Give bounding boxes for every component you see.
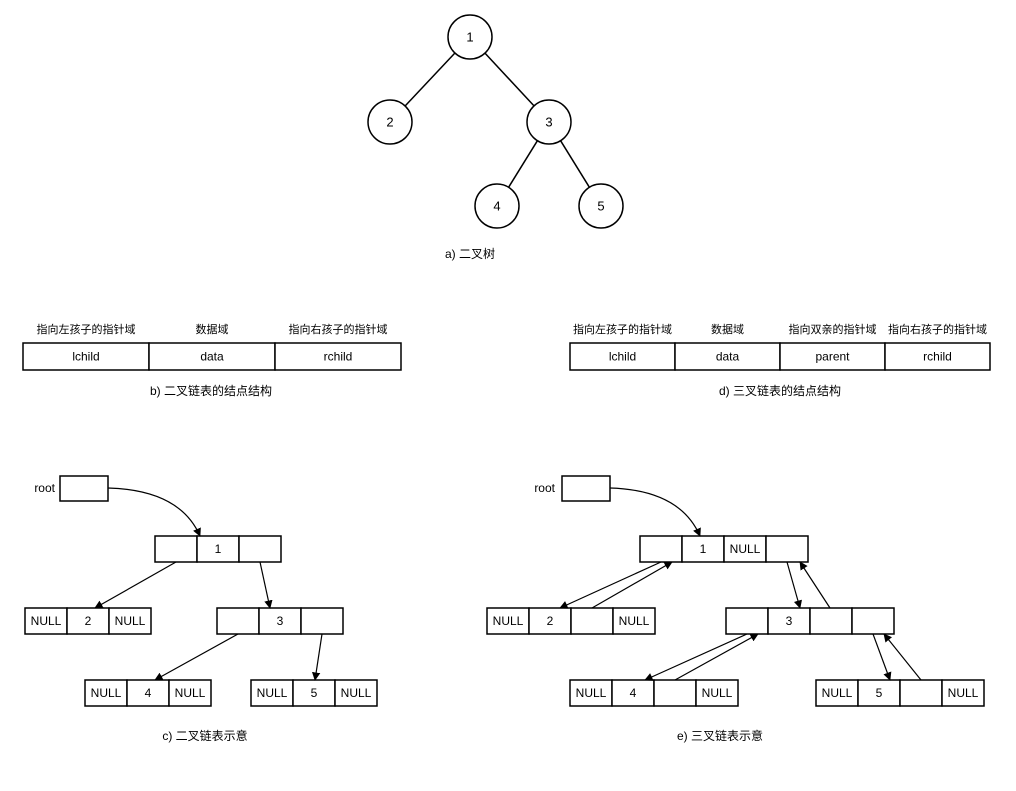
tree-edge [405,53,455,106]
panel_e-pointer-arrow [560,562,661,608]
panel_e-node-cell-label: NULL [730,542,761,556]
panel_e-pointer-arrow [787,562,800,608]
panel_c-node-cell [155,536,197,562]
panel_e-pointer-arrow [592,562,672,608]
panel_e-node-cell [571,608,613,634]
panel_d-cell-label: lchild [609,350,636,364]
panel_c-pointer-arrow [260,562,270,608]
panel_c-root-box [60,476,108,501]
panel_e-node-cell-label: NULL [493,614,524,628]
caption-panel_b: b) 二叉链表的结点结构 [150,383,272,398]
panel_e-pointer-arrow [884,634,921,680]
panel_c-node-cell-label: NULL [257,686,288,700]
panel_e-node-cell [810,608,852,634]
panel_b-cell-label: lchild [72,350,99,364]
panel_d-cell-label: rchild [923,350,952,364]
panel_e-node-cell [640,536,682,562]
caption-a: a) 二叉树 [445,246,495,261]
panel_c-node-cell-label: NULL [115,614,146,628]
panel_d-header: 数据域 [711,322,744,336]
panel_e-pointer-arrow [675,634,758,680]
tree-diagram: 1 2 3 4 5 a) 二叉树 [368,15,623,261]
panel_e-node-cell [900,680,942,706]
panel_e-node-cell-label: NULL [822,686,853,700]
tree-node-label: 3 [545,115,552,130]
tree-edge [509,141,538,188]
panel_e-pointer-arrow [645,634,747,680]
panel_d-cell-label: data [716,350,740,364]
panel_e-root-label: root [534,481,555,495]
panel_e-pointer-arrow [800,562,830,608]
panel_b-cell-label: rchild [324,350,353,364]
panel_e-pointer-arrow [873,634,890,680]
panel_b-header: 数据域 [196,322,229,336]
panel_e-node-cell-label: NULL [576,686,607,700]
panel_c-node-cell-label: 3 [277,614,284,628]
panel_e-node-cell [726,608,768,634]
panel_c-node-cell-label: 5 [311,686,318,700]
tree-node-label: 2 [386,115,393,130]
panel_c-node-cell [217,608,259,634]
panel_b-cell-label: data [200,350,224,364]
panel_c-node-cell-label: 4 [145,686,152,700]
panel_c-root-label: root [34,481,55,495]
panel_c-node-cell-label: NULL [31,614,62,628]
caption-panel_e: e) 三叉链表示意 [677,728,763,743]
panel_c-node-cell-label: 2 [85,614,92,628]
panel_e-schematic: root 1 NULL NULL 2 NULL 3 NULL 4 NULL NULL 5 NULL e) … [487,476,984,743]
tree-node-label: 4 [493,199,500,214]
tree-edge [485,53,534,106]
panel_e-node-cell-label: NULL [702,686,733,700]
panel_e-node-cell [852,608,894,634]
panel_d-header: 指向左孩子的指针域 [573,322,672,336]
panel_e-node-cell [654,680,696,706]
panel_d-header: 指向右孩子的指针域 [888,322,987,336]
panel_e-node-cell-label: 3 [786,614,793,628]
panel_e-node-cell [766,536,808,562]
panel_c-pointer-arrow [108,488,200,536]
panel_b-table: 指向左孩子的指针域 lchild 数据域 data 指向右孩子的指针域 rchild b) … [23,322,401,398]
panel_c-pointer-arrow [315,634,322,680]
panel_e-node-cell-label: 2 [547,614,554,628]
tree-node-label: 5 [597,199,604,214]
caption-panel_d: d) 三叉链表的结点结构 [719,383,841,398]
panel_c-schematic: root 1 NULL 2 NULL 3 NULL 4 NULL NULL 5 NULL c) 二叉链表… [25,476,377,743]
panel_e-pointer-arrow [610,488,700,536]
panel_d-cell-label: parent [815,350,850,364]
panel_c-node-cell-label: 1 [215,542,222,556]
panel_c-node-cell [301,608,343,634]
panel_d-header: 指向双亲的指针域 [789,322,877,336]
panel_e-node-cell-label: 1 [700,542,707,556]
panel_e-node-cell-label: NULL [948,686,979,700]
panel_c-node-cell-label: NULL [175,686,206,700]
tree-edge [561,141,590,188]
panel_e-node-cell-label: 4 [630,686,637,700]
panel_c-node-cell-label: NULL [91,686,122,700]
panel_c-pointer-arrow [155,634,238,680]
panel_e-node-cell-label: NULL [619,614,650,628]
panel_c-node-cell [239,536,281,562]
panel_b-header: 指向左孩子的指针域 [37,322,136,336]
panel_c-node-cell-label: NULL [341,686,372,700]
caption-panel_c: c) 二叉链表示意 [162,728,247,743]
tree-node-label: 1 [466,30,473,45]
panel_e-root-box [562,476,610,501]
panel_e-node-cell-label: 5 [876,686,883,700]
panel_d-table: 指向左孩子的指针域 lchild 数据域 data 指向双亲的指针域 parent 指向右孩… [570,322,990,398]
panel_b-header: 指向右孩子的指针域 [289,322,388,336]
panel_c-pointer-arrow [95,562,176,608]
